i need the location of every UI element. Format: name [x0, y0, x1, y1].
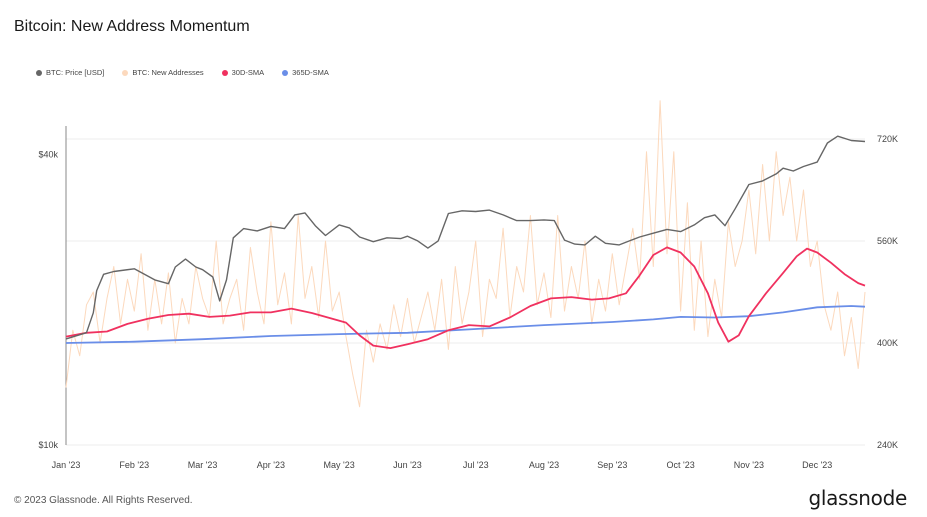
x-tick-label: Dec '23	[802, 460, 832, 470]
series-line-30d-sma	[65, 246, 866, 349]
legend-label-price: BTC: Price [USD]	[46, 68, 105, 77]
x-tick-label: Apr '23	[257, 460, 285, 470]
x-tick-label: Jul '23	[463, 460, 489, 470]
copyright-text: © 2023 Glassnode. All Rights Reserved.	[14, 495, 193, 506]
x-tick-label: Mar '23	[188, 460, 218, 470]
x-tick-label: Aug '23	[529, 460, 559, 470]
y-right-tick-label: 720K	[877, 134, 898, 144]
x-tick-label: May '23	[324, 460, 355, 470]
series-line-btc-price-usd	[65, 135, 866, 340]
chart-legend: BTC: Price [USD] BTC: New Addresses 30D-…	[36, 68, 329, 77]
x-tick-label: Jun '23	[393, 460, 422, 470]
x-tick-label: Jan '23	[52, 460, 81, 470]
legend-swatch-30d-sma	[221, 69, 228, 76]
glassnode-logo: glassnode	[808, 486, 907, 510]
y-left-tick-label: $40k	[38, 150, 58, 160]
y-left-tick-label: $10k	[38, 440, 58, 450]
x-tick-label: Feb '23	[119, 460, 149, 470]
legend-item-price[interactable]: BTC: Price [USD]	[36, 68, 104, 77]
legend-swatch-365d-sma	[282, 69, 289, 76]
series-line-365d-sma	[65, 305, 866, 344]
legend-item-new-addresses[interactable]: BTC: New Addresses	[122, 68, 204, 77]
chart-title: Bitcoin: New Address Momentum	[14, 18, 250, 35]
legend-label-new-addresses: BTC: New Addresses	[132, 68, 204, 77]
y-right-tick-label: 240K	[877, 440, 898, 450]
legend-swatch-new-addresses	[122, 69, 129, 76]
legend-item-365d-sma[interactable]: 365D-SMA	[282, 68, 329, 77]
legend-item-30d-sma[interactable]: 30D-SMA	[221, 68, 265, 77]
legend-label-365d-sma: 365D-SMA	[292, 68, 329, 77]
legend-swatch-price	[36, 69, 42, 76]
series-line-btc-new-addresses	[65, 100, 866, 408]
x-tick-label: Nov '23	[734, 460, 764, 470]
legend-label-30d-sma: 30D-SMA	[231, 68, 265, 77]
y-right-tick-label: 560K	[877, 236, 898, 246]
x-tick-label: Sep '23	[597, 460, 627, 470]
y-right-tick-label: 400K	[877, 338, 898, 348]
x-tick-label: Oct '23	[666, 460, 694, 470]
